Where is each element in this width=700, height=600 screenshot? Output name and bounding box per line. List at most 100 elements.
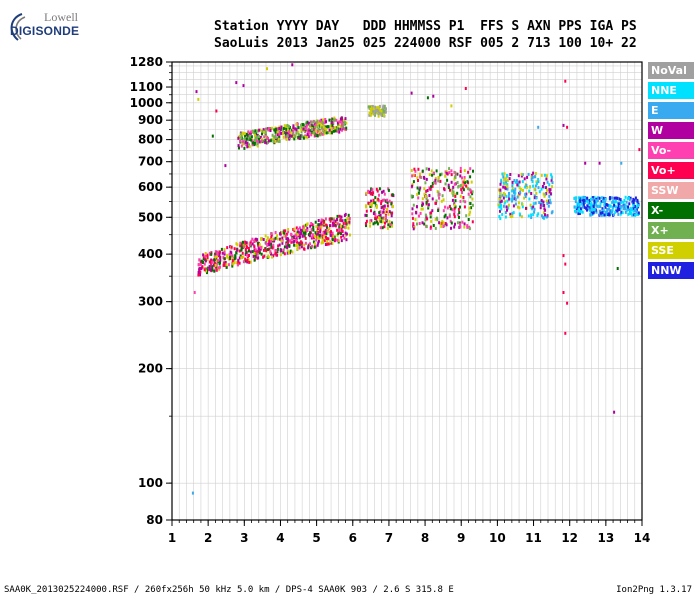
data-point: [514, 202, 517, 206]
data-point: [454, 194, 457, 198]
data-point: [282, 250, 285, 254]
data-point: [211, 268, 214, 272]
y-tick-label: 1000: [130, 96, 163, 110]
data-point: [295, 122, 298, 126]
data-point: [538, 201, 541, 204]
data-point: [283, 252, 286, 256]
data-point: [292, 228, 295, 231]
data-point: [521, 173, 524, 177]
data-point: [613, 213, 615, 217]
data-point: [312, 130, 315, 134]
legend-item-nne: NNE: [648, 82, 694, 99]
data-point: [383, 198, 386, 202]
data-point: [264, 133, 267, 137]
data-point: [230, 245, 233, 249]
data-point: [428, 173, 431, 177]
data-point: [636, 198, 639, 202]
data-point: [206, 266, 209, 270]
data-point: [309, 224, 312, 228]
data-point: [369, 204, 372, 208]
data-point: [331, 242, 334, 245]
data-point: [317, 230, 320, 234]
data-point: [339, 127, 342, 131]
data-point: [501, 172, 504, 176]
data-point: [423, 187, 426, 191]
data-point: [412, 203, 415, 207]
data-point: [338, 223, 341, 227]
data-point: [293, 229, 296, 233]
data-point: [206, 255, 209, 259]
data-point: [422, 202, 424, 206]
data-point: [513, 194, 516, 198]
data-point: [336, 121, 339, 125]
data-point: [470, 206, 473, 210]
data-point: [286, 249, 289, 253]
data-point: [516, 183, 519, 187]
data-point: [550, 173, 553, 177]
data-point: [628, 202, 631, 206]
x-tick-label: 5: [312, 531, 320, 545]
data-point: [507, 203, 510, 207]
data-point: [240, 248, 243, 252]
data-point: [574, 209, 576, 213]
data-point: [276, 250, 279, 254]
data-point: [416, 186, 419, 190]
data-point: [344, 221, 347, 225]
data-point: [593, 200, 596, 204]
data-point: [454, 205, 457, 209]
data-point: [435, 201, 437, 205]
data-point: [450, 173, 453, 177]
data-point: [215, 259, 218, 263]
data-point: [334, 238, 337, 242]
data-point: [499, 200, 502, 204]
data-point: [530, 173, 533, 177]
data-point: [517, 174, 520, 178]
data-point: [281, 231, 283, 234]
data-point: [310, 127, 313, 131]
data-point: [274, 132, 277, 136]
data-point: [614, 199, 617, 203]
data-point: [624, 207, 627, 211]
data-point: [632, 197, 635, 201]
data-point: [337, 232, 340, 236]
data-point: [226, 253, 229, 257]
data-point: [539, 206, 542, 210]
data-point: [368, 113, 371, 117]
data-point: [312, 128, 315, 131]
y-tick-label: 800: [138, 133, 163, 147]
data-point: [273, 128, 276, 132]
data-point: [197, 263, 200, 267]
data-point: [251, 250, 254, 254]
data-point: [452, 190, 455, 194]
data-point: [372, 201, 375, 204]
data-point: [631, 213, 634, 217]
data-point: [273, 135, 276, 139]
data-point: [251, 242, 254, 246]
data-point: [535, 191, 538, 195]
stray-point: [426, 96, 429, 100]
data-point: [210, 251, 213, 255]
legend-item-noval: NoVal: [648, 62, 694, 79]
data-point: [440, 221, 443, 225]
data-point: [285, 137, 288, 141]
data-point: [433, 180, 436, 184]
data-point: [326, 242, 329, 246]
data-point: [343, 236, 346, 240]
data-point: [498, 188, 500, 192]
data-point: [389, 223, 392, 226]
stray-point: [562, 254, 565, 258]
data-point: [600, 213, 603, 217]
stray-point: [562, 123, 565, 127]
data-point: [282, 248, 285, 252]
data-point: [338, 130, 341, 134]
stray-point: [242, 84, 245, 88]
data-point: [466, 224, 469, 228]
data-point: [260, 252, 263, 256]
data-point: [324, 229, 327, 232]
data-point: [248, 254, 250, 257]
data-point: [310, 133, 313, 137]
data-point: [296, 230, 299, 234]
data-point: [471, 190, 474, 194]
data-point: [315, 129, 317, 133]
data-point: [312, 236, 315, 240]
